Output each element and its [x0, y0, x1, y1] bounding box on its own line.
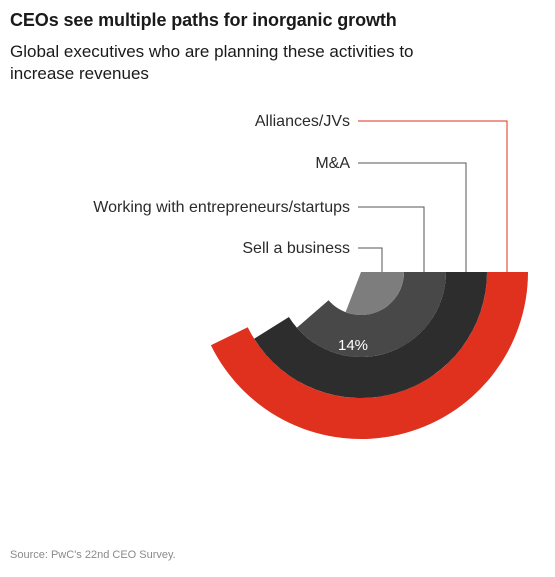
leader-line-4 [358, 247, 383, 272]
category-label-2: M&A [315, 155, 350, 172]
category-label-1: Alliances/JVs [255, 113, 350, 130]
value-label-4: 14% [338, 337, 368, 354]
chart-subtitle: Global executives who are planning these… [10, 42, 414, 83]
leader-line-1 [358, 120, 508, 272]
bar-4 [345, 272, 404, 315]
bar-1 [210, 272, 529, 439]
value-label-2: 37% [118, 425, 148, 442]
leader-line-3 [358, 206, 425, 272]
category-label-3: Working with entrepreneurs/startups [93, 199, 350, 216]
leader-line-2 [358, 162, 467, 272]
bar-3 [296, 272, 447, 358]
source-note: Source: PwC's 22nd CEO Survey. [10, 549, 176, 561]
chart-title: CEOs see multiple paths for inorganic gr… [10, 10, 397, 30]
category-label-4: Sell a business [242, 240, 350, 257]
value-label-3: 32% [208, 415, 238, 432]
value-label-1: 40% [60, 420, 90, 437]
bar-2 [254, 272, 488, 399]
